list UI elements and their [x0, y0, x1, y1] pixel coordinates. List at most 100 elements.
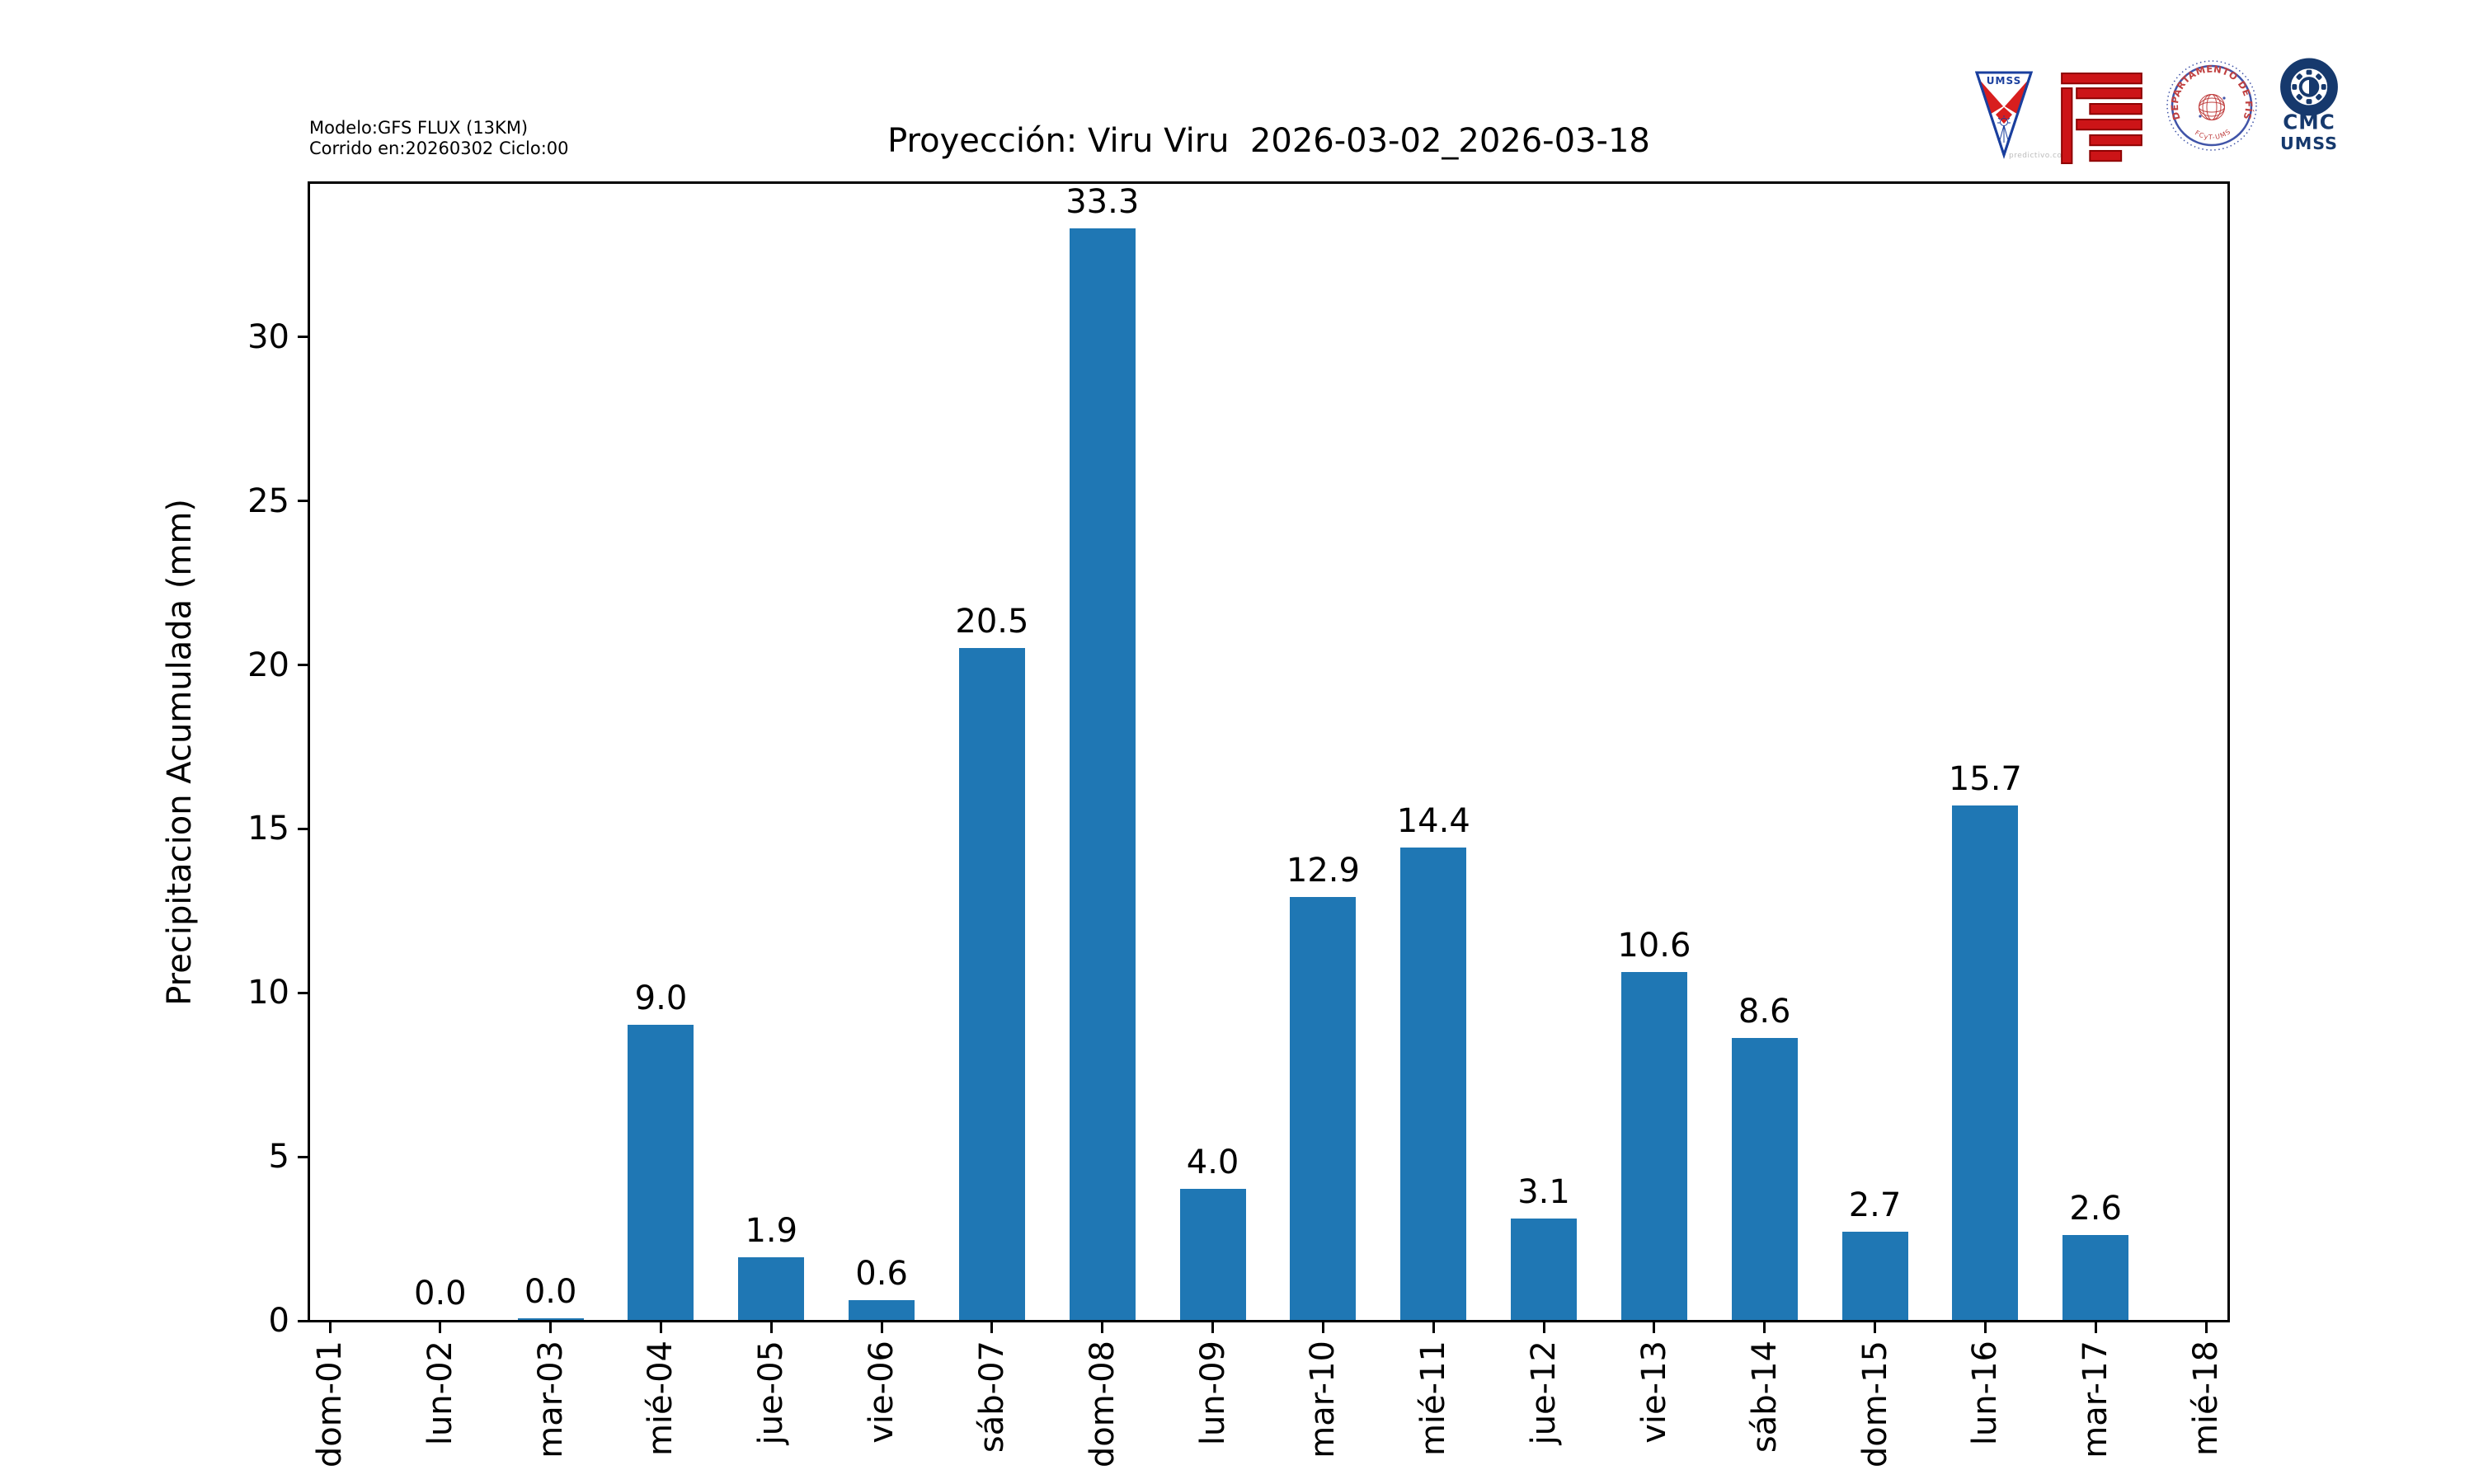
x-tick-mark: [1983, 1322, 1987, 1333]
x-tick-label: sáb-07: [973, 1341, 1011, 1453]
umss-pennant-logo: UMSS: [1975, 71, 2033, 159]
x-tick-mark: [549, 1322, 553, 1333]
x-tick-label-text: vie-13: [1634, 1341, 1673, 1444]
bar-value-label: 8.6: [1738, 992, 1791, 1031]
pennant-umss-text: UMSS: [1987, 75, 2021, 87]
x-tick-label: mié-11: [1414, 1341, 1452, 1456]
y-tick-mark: [298, 827, 309, 830]
bar-value-label: 0.0: [414, 1275, 467, 1313]
x-tick-label: lun-16: [1966, 1341, 2004, 1445]
pennant-emblem-icon: [1997, 115, 2011, 143]
y-tick-mark: [298, 1319, 309, 1322]
y-tick-label: 0: [268, 1302, 289, 1340]
x-tick-mark: [1542, 1322, 1545, 1333]
x-tick-mark: [990, 1322, 994, 1333]
cmc-text: CMC: [2283, 110, 2335, 134]
bar-value-label: 4.0: [1186, 1143, 1239, 1181]
x-tick-label-text: lun-16: [1966, 1341, 2005, 1446]
x-tick-label-text: dom-01: [311, 1341, 349, 1468]
x-tick-label: mar-10: [1304, 1341, 1342, 1458]
model-line2: Corrido en:20260302 Ciclo:00: [309, 139, 569, 158]
x-tick-label: mié-18: [2187, 1341, 2225, 1456]
model-line1: Modelo:GFS FLUX (13KM): [309, 118, 529, 138]
x-tick-label: vie-13: [1635, 1341, 1673, 1444]
y-tick-label: 10: [247, 974, 289, 1012]
x-tick-label-text: mar-17: [2077, 1341, 2115, 1458]
bar-value-label: 15.7: [1948, 759, 2022, 798]
bar: [1952, 805, 2019, 1320]
x-tick-mark: [1763, 1322, 1766, 1333]
x-tick-mark: [769, 1322, 773, 1333]
bar-value-label: 2.7: [1848, 1186, 1902, 1224]
bar-value-label: 12.9: [1286, 851, 1360, 890]
y-tick-mark: [298, 664, 309, 667]
y-tick-mark: [298, 1155, 309, 1158]
cmc-umss-logo: CMC UMSS: [2280, 58, 2338, 153]
x-tick-label-text: mié-04: [642, 1341, 680, 1457]
bar: [2062, 1234, 2129, 1320]
x-tick-label-text: dom-15: [1856, 1341, 1894, 1468]
x-tick-mark: [1874, 1322, 1877, 1333]
y-tick-label: 15: [247, 810, 289, 848]
x-tick-label: dom-08: [1084, 1341, 1122, 1468]
x-tick-label-text: mar-10: [1304, 1341, 1343, 1458]
bar: [517, 1318, 584, 1320]
x-tick-mark: [2204, 1322, 2208, 1333]
x-tick-label-text: jue-12: [1525, 1341, 1564, 1445]
y-tick-label: 30: [247, 317, 289, 356]
x-tick-label: dom-01: [311, 1341, 349, 1468]
bar-value-label: 0.6: [855, 1255, 908, 1294]
bar: [958, 647, 1025, 1320]
x-tick-mark: [1432, 1322, 1435, 1333]
x-tick-label-text: lun-02: [421, 1341, 459, 1446]
y-tick-label: 5: [268, 1138, 289, 1176]
bar: [1290, 896, 1357, 1320]
x-tick-label: dom-15: [1856, 1341, 1894, 1468]
bar: [1400, 848, 1467, 1320]
x-tick-label: mié-04: [642, 1341, 680, 1456]
x-tick-label: lun-02: [421, 1341, 459, 1445]
y-tick-label: 25: [247, 481, 289, 520]
bar: [1620, 972, 1687, 1320]
x-tick-label-text: lun-09: [1193, 1341, 1232, 1446]
x-tick-mark: [2094, 1322, 2097, 1333]
y-tick-mark: [298, 336, 309, 339]
x-tick-label-text: mié-18: [2187, 1341, 2225, 1457]
bar: [1179, 1188, 1246, 1320]
x-tick-mark: [880, 1322, 883, 1333]
bar-value-label: 33.3: [1065, 182, 1140, 221]
seal-ring: [2171, 64, 2253, 147]
x-tick-label: jue-12: [1525, 1341, 1563, 1444]
cmc-umss-text: UMSS: [2280, 134, 2338, 153]
bar: [1069, 228, 1136, 1320]
bar: [738, 1257, 805, 1320]
x-tick-label: mar-03: [532, 1341, 570, 1458]
x-tick-label: sáb-14: [1746, 1341, 1784, 1453]
seal-dotted-ring: [2166, 60, 2257, 151]
model-run-info: Modelo:GFS FLUX (13KM) Corrido en:2026030…: [309, 118, 569, 159]
bar-value-label: 1.9: [745, 1212, 798, 1251]
x-tick-label-text: mié-11: [1414, 1341, 1453, 1457]
x-tick-label-text: sáb-07: [972, 1341, 1011, 1453]
x-tick-mark: [659, 1322, 662, 1333]
plot-frame: [308, 181, 2230, 1322]
x-tick-label-text: mar-03: [531, 1341, 570, 1458]
watermark-text: predictivo.com: [2009, 152, 2070, 160]
bar: [628, 1025, 694, 1320]
bar-value-label: 0.0: [524, 1273, 577, 1311]
bar-value-label: 3.1: [1517, 1172, 1570, 1211]
bar-value-label: 9.0: [634, 979, 688, 1018]
y-tick-label: 20: [247, 646, 289, 684]
bar-value-label: 14.4: [1396, 802, 1470, 841]
fisica-seal-logo: DEPARTAMENTO DE FÍSICA FCyT-UMSS: [2164, 58, 2257, 151]
y-tick-mark: [298, 500, 309, 503]
fcyt-maze-logo: [2061, 73, 2142, 165]
x-tick-label: jue-05: [752, 1341, 790, 1444]
bar-value-label: 20.5: [955, 602, 1029, 641]
bar-value-label: 2.6: [2069, 1189, 2122, 1228]
bar: [1511, 1218, 1578, 1320]
x-tick-label-text: vie-06: [863, 1341, 901, 1444]
bar: [849, 1300, 915, 1320]
x-tick-label: mar-17: [2077, 1341, 2114, 1458]
